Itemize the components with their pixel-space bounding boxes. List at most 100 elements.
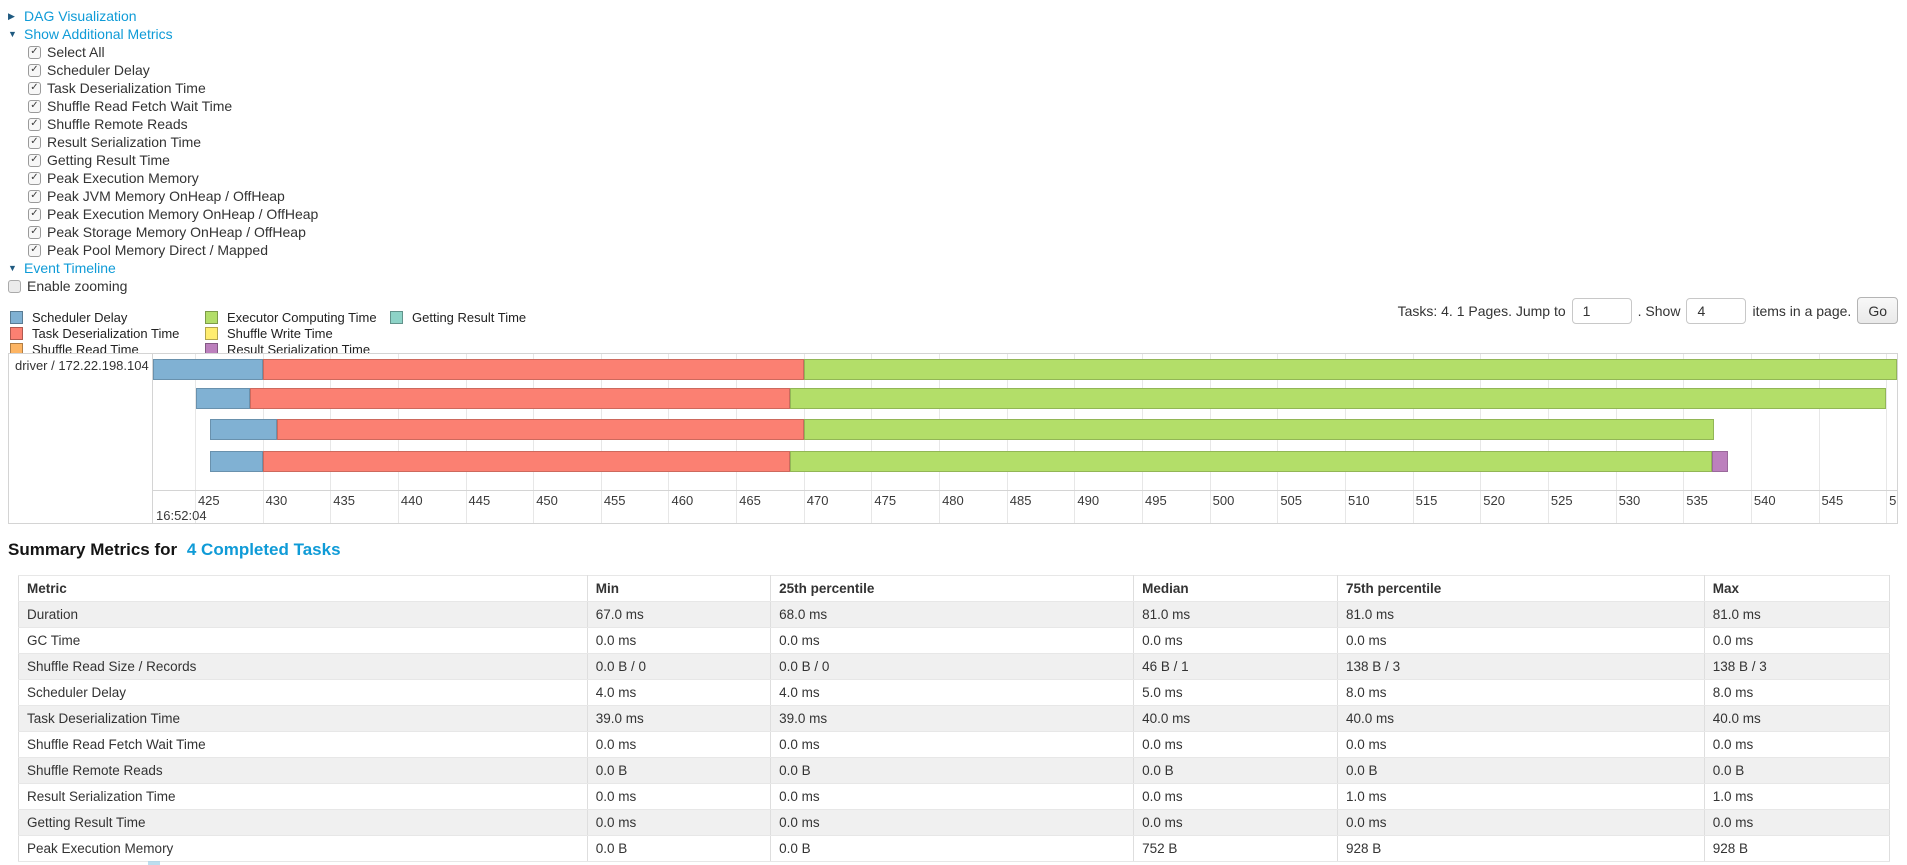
metric-item-label: Peak JVM Memory OnHeap / OffHeap — [47, 188, 285, 204]
checkbox-peak-jvm-memory-onheap-offheap[interactable] — [28, 189, 41, 203]
checkbox-peak-pool-memory-direct-mapped[interactable] — [28, 243, 41, 257]
chevron-down-icon: ▼ — [8, 29, 17, 39]
metric-item-label: Scheduler Delay — [47, 62, 150, 78]
enable-zooming-checkbox[interactable] — [8, 279, 21, 293]
metric-value-cell: 4.0 ms — [586, 679, 772, 706]
pagination-after-text: items in a page. — [1752, 302, 1852, 319]
clipped-next-section — [148, 861, 160, 865]
metric-value-cell: 0.0 ms — [586, 783, 772, 810]
dag-visualization-toggle[interactable]: ▶ DAG Visualization — [8, 7, 318, 25]
completed-tasks-link[interactable]: 4 Completed Tasks — [186, 540, 341, 559]
page-size-input[interactable] — [1686, 297, 1747, 324]
metric-value-cell: 81.0 ms — [1703, 601, 1891, 628]
metric-item-peak-pool-memory-direct-mapped: Peak Pool Memory Direct / Mapped — [8, 241, 318, 259]
task-bar-segment-task_deserialization[interactable] — [262, 451, 791, 472]
metric-item-label: Peak Execution Memory OnHeap / OffHeap — [47, 206, 319, 222]
column-header-metric: Metric — [18, 575, 588, 602]
timeline-tick-label: 520 — [1483, 493, 1505, 508]
task-bar-segment-task_deserialization[interactable] — [262, 359, 804, 380]
task-bar-segment-executor_computing[interactable] — [803, 419, 1715, 440]
checkbox-peak-storage-memory-onheap-offheap[interactable] — [28, 225, 41, 239]
table-row-shuffle-remote-reads: Shuffle Remote Reads 0.0 B 0.0 B 0.0 B 0.0 B… — [18, 757, 1891, 784]
table-row-scheduler-delay: Scheduler Delay 4.0 ms 4.0 ms 5.0 ms 8.0 ms 8… — [18, 679, 1891, 706]
metric-value-cell: 1.0 ms — [1337, 783, 1705, 810]
table-row-getting-result-time: Getting Result Time 0.0 ms 0.0 ms 0.0 ms 0.0… — [18, 809, 1891, 836]
timeline-tick-label: 480 — [942, 493, 964, 508]
metric-name-cell: Shuffle Read Size / Records — [18, 653, 588, 680]
timeline-plot-area[interactable]: 425 430 435 440 445 450 455 460 465 470 475 480 485 4… — [153, 354, 1897, 523]
checkbox-peak-execution-memory[interactable] — [28, 171, 41, 185]
checkbox-shuffle-remote-reads[interactable] — [28, 117, 41, 131]
chevron-down-icon: ▼ — [8, 263, 17, 273]
go-button[interactable]: Go — [1857, 297, 1898, 324]
task-bar-segment-task_deserialization[interactable] — [250, 388, 791, 409]
event-timeline-toggle[interactable]: ▼ Event Timeline — [8, 259, 318, 277]
metric-item-peak-execution-memory-onheap-offheap: Peak Execution Memory OnHeap / OffHeap — [8, 205, 318, 223]
checkbox-peak-execution-memory-onheap-offheap[interactable] — [28, 207, 41, 221]
timeline-tick-label: 455 — [603, 493, 626, 508]
metric-value-cell: 928 B — [1703, 835, 1891, 862]
metric-value-cell: 5.0 ms — [1133, 679, 1339, 706]
metric-item-label: Result Serialization Time — [47, 134, 202, 150]
metric-item-getting-result-time: Getting Result Time — [8, 151, 318, 169]
timeline-tick-label: 515 — [1415, 493, 1438, 508]
show-additional-metrics-link[interactable]: Show Additional Metrics — [24, 26, 173, 42]
metric-value-cell: 0.0 ms — [1703, 627, 1891, 654]
checkbox-select-all[interactable] — [28, 45, 41, 59]
task-bar-segment-scheduler_delay[interactable] — [196, 388, 251, 409]
table-row-task-deserialization-time: Task Deserialization Time 39.0 ms 39.0 ms 4… — [18, 705, 1891, 732]
timeline-tick-label: 485 — [1009, 493, 1032, 508]
timeline-gridline — [1750, 354, 1752, 523]
metric-value-cell: 0.0 ms — [1133, 783, 1339, 810]
task-bar[interactable] — [153, 388, 1897, 409]
task_deserialization-swatch-icon — [10, 326, 23, 340]
metric-value-cell: 0.0 ms — [1133, 731, 1339, 758]
metric-item-select-all: Select All — [8, 43, 318, 61]
metric-name-cell: Scheduler Delay — [18, 679, 588, 706]
metric-item-label: Shuffle Remote Reads — [47, 116, 188, 132]
task-bar-segment-executor_computing[interactable] — [790, 451, 1712, 472]
checkbox-scheduler-delay[interactable] — [28, 63, 41, 77]
checkbox-result-serialization-time[interactable] — [28, 135, 41, 149]
metric-value-cell: 752 B — [1133, 835, 1339, 862]
task-bar-segment-scheduler_delay[interactable] — [209, 419, 278, 440]
metric-value-cell: 0.0 ms — [1337, 731, 1705, 758]
timeline-tick-label: 460 — [671, 493, 694, 508]
timeline-gridline — [194, 354, 196, 523]
task-bar-segment-task_deserialization[interactable] — [277, 419, 804, 440]
task-bar-segment-executor_computing[interactable] — [790, 388, 1887, 409]
task-bar-segment-executor_computing[interactable] — [803, 359, 1897, 380]
metric-value-cell: 0.0 ms — [770, 731, 1135, 758]
metric-value-cell: 0.0 ms — [770, 809, 1135, 836]
dag-visualization-link[interactable]: DAG Visualization — [24, 8, 137, 24]
timeline-tick-label: 490 — [1077, 493, 1100, 508]
timeline-tick-label: 535 — [1686, 493, 1708, 508]
summary-metrics-table: Metric Min 25th percentile Median 75th perce… — [18, 575, 1891, 862]
table-row-gc-time: GC Time 0.0 ms 0.0 ms 0.0 ms 0.0 ms 0.0 ms — [18, 627, 1891, 654]
metric-value-cell: 0.0 ms — [1337, 627, 1705, 654]
metric-value-cell: 0.0 ms — [770, 627, 1135, 654]
shuffle_write-swatch-icon — [205, 326, 218, 340]
table-row-shuffle-read-size-records: Shuffle Read Size / Records 0.0 B / 0 0.0 … — [18, 653, 1891, 680]
metric-value-cell: 68.0 ms — [770, 601, 1135, 628]
metric-value-cell: 928 B — [1337, 835, 1705, 862]
table-row-result-serialization-time: Result Serialization Time 0.0 ms 0.0 ms 0.0… — [18, 783, 1891, 810]
task-bar-segment-scheduler_delay[interactable] — [209, 451, 263, 472]
task-bar-segment-result_serialization[interactable] — [1711, 451, 1728, 472]
task-bar[interactable] — [153, 359, 1897, 380]
summary-heading-prefix: Summary Metrics for — [8, 540, 178, 559]
timeline-tick-label: 470 — [806, 493, 829, 508]
task-bar-segment-scheduler_delay[interactable] — [153, 359, 263, 380]
checkbox-task-deserialization-time[interactable] — [28, 81, 41, 95]
task-bar[interactable] — [153, 451, 1897, 472]
metric-name-cell: Shuffle Remote Reads — [18, 757, 588, 784]
metric-value-cell: 0.0 ms — [1703, 809, 1891, 836]
checkbox-shuffle-read-fetch-wait-time[interactable] — [28, 99, 41, 113]
checkbox-getting-result-time[interactable] — [28, 153, 41, 167]
metric-value-cell: 0.0 B — [770, 835, 1135, 862]
event-timeline-link[interactable]: Event Timeline — [24, 260, 116, 276]
metric-value-cell: 0.0 ms — [770, 783, 1135, 810]
jump-to-page-input[interactable] — [1571, 297, 1632, 324]
show-additional-metrics-toggle[interactable]: ▼ Show Additional Metrics — [8, 25, 318, 43]
task-bar[interactable] — [153, 419, 1897, 440]
